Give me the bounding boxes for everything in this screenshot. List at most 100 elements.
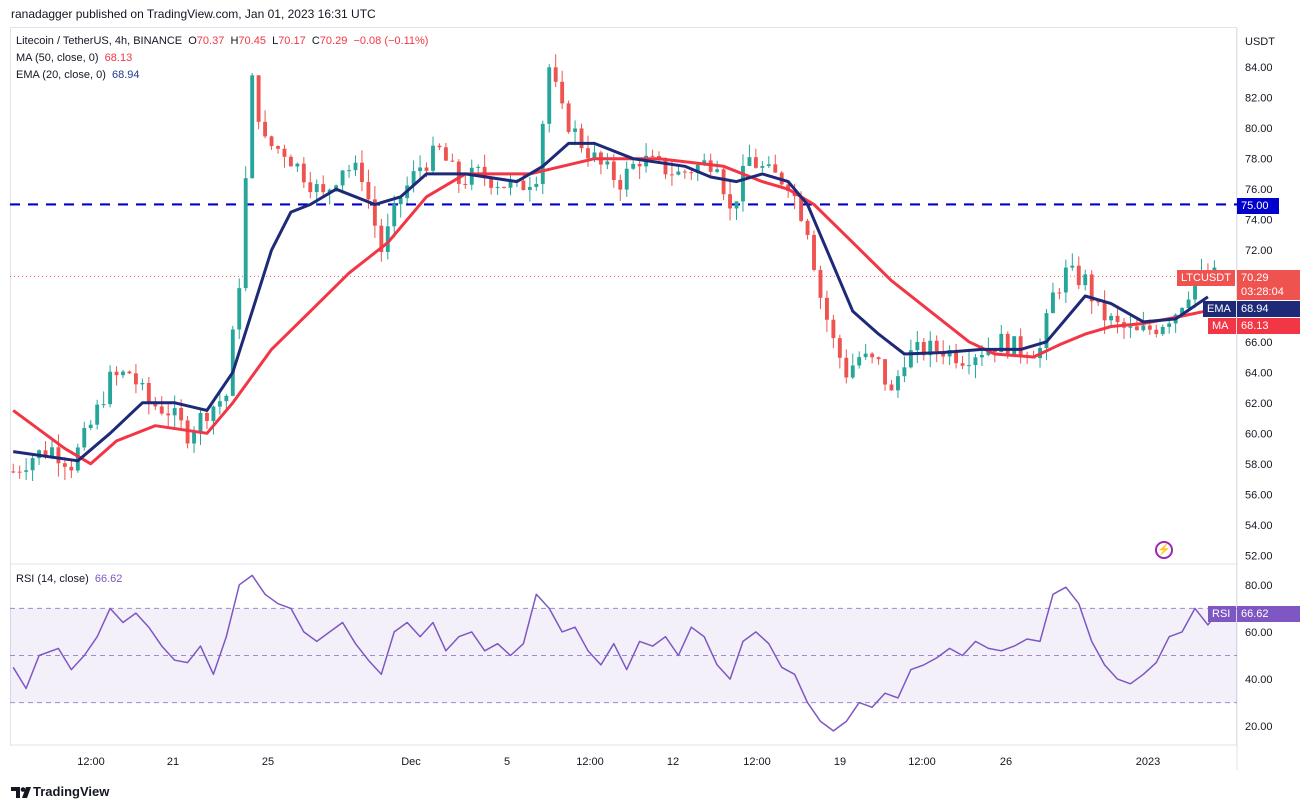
candle-body [547, 67, 552, 124]
candle-body [715, 169, 720, 172]
candle-body [999, 333, 1004, 353]
candle-body [773, 164, 778, 173]
price-tick-label: 80.00 [1245, 123, 1273, 135]
candle-body [1005, 333, 1010, 355]
price-tick-label: 76.00 [1245, 184, 1273, 196]
candle-body [463, 183, 468, 185]
publisher-line: ranadagger published on TradingView.com,… [11, 7, 376, 21]
price-axis-unit: USDT [1245, 36, 1275, 48]
ema-legend-value: 68.94 [112, 69, 140, 81]
candle-body [573, 128, 578, 132]
ma-legend[interactable]: MA (50, close, 0) 68.13 [16, 52, 132, 64]
time-tick-label: 26 [1000, 756, 1012, 768]
candle-body [121, 371, 125, 376]
rsi-tick-label: 80.00 [1245, 580, 1273, 592]
candle-body [153, 402, 158, 407]
time-tick-label: 12:00 [576, 756, 604, 768]
candle-body [263, 121, 268, 137]
candle-body [605, 161, 610, 165]
candle-body [812, 234, 816, 270]
time-tick-label: 2023 [1136, 756, 1160, 768]
rsi-tick-label: 60.00 [1245, 627, 1273, 639]
axis-ticks-group: USDT 52.00 54.00 56.00 58.00 60.00 62.00 64.00 6… [77, 36, 1275, 768]
candle-body [850, 365, 855, 378]
brand-name: TradingView [33, 784, 110, 799]
candle-body [1044, 313, 1049, 349]
candle-body [334, 185, 339, 190]
level-75-line-group [10, 203, 1237, 277]
price-tick-label: 62.00 [1245, 398, 1273, 410]
candle-body [973, 357, 978, 366]
candle-body [1018, 336, 1023, 356]
candle-body [392, 204, 397, 227]
candle-body [908, 350, 913, 368]
candle-body [553, 67, 558, 82]
candle-body [611, 161, 616, 180]
candle-body [437, 145, 442, 148]
candle-body [1063, 267, 1068, 293]
candle-body [1186, 299, 1191, 308]
candle-body [818, 269, 823, 298]
rsi-legend[interactable]: RSI (14, close) 66.62 [16, 573, 122, 585]
candle-body [876, 357, 881, 360]
candle-body [831, 319, 836, 339]
candle-body [237, 288, 242, 330]
candle-body [489, 178, 494, 188]
candle-body [508, 181, 513, 188]
candle-body [101, 404, 106, 406]
candle-body [676, 171, 681, 175]
candle-body [95, 404, 100, 425]
candle-body [1083, 274, 1088, 286]
candle-body [69, 466, 74, 471]
low-value: 70.17 [278, 35, 306, 47]
candle-body [799, 196, 804, 221]
candle-body [1051, 292, 1055, 314]
time-tick-label: 19 [834, 756, 846, 768]
candle-body [637, 163, 642, 167]
candle-body [1128, 326, 1133, 328]
candle-body [863, 353, 868, 358]
ema-tag-label: EMA [1203, 301, 1236, 317]
ma-legend-value: 68.13 [104, 52, 133, 64]
candle-body [217, 401, 222, 407]
candle-body [379, 225, 384, 253]
candle-body [366, 182, 371, 200]
candle-body [650, 155, 655, 157]
footer-brand[interactable]: TradingView [11, 784, 109, 799]
candle-body [1070, 265, 1075, 268]
candle-body [1115, 315, 1120, 323]
ma-tag-label: MA [1208, 318, 1236, 334]
ema-20-line [12, 141, 1209, 463]
candle-body [398, 198, 403, 205]
candle-body [327, 189, 332, 193]
candle-body [211, 406, 216, 421]
lightning-event-icon[interactable]: ⚡ [1155, 541, 1173, 559]
candle-body [250, 75, 255, 179]
candle-body [424, 167, 429, 171]
candle-body [534, 184, 539, 187]
candle-body [230, 329, 235, 396]
ma-legend-label: MA (50, close, 0) [16, 52, 99, 64]
price-tick-label: 66.00 [1245, 337, 1273, 349]
candle-body [385, 226, 390, 253]
candle-body [476, 166, 481, 168]
rsi-tick-label: 20.00 [1245, 721, 1273, 733]
time-tick-label: 12:00 [743, 756, 771, 768]
candle-body [805, 220, 810, 235]
rsi-tag-value: 66.62 [1237, 606, 1300, 622]
ema-legend[interactable]: EMA (20, close, 0) 68.94 [16, 69, 140, 81]
price-tick-label: 82.00 [1245, 93, 1273, 105]
candle-body [1147, 325, 1152, 330]
time-tick-label: 12 [667, 756, 679, 768]
price-tick-label: 58.00 [1245, 459, 1273, 471]
price-tick-label: 74.00 [1245, 215, 1273, 227]
candle-body [760, 166, 765, 168]
candle-body [308, 182, 313, 193]
time-tick-label: 5 [504, 756, 510, 768]
candle-body [450, 160, 455, 162]
tradingview-logo-icon [11, 786, 31, 798]
candle-body [753, 157, 758, 168]
candle-body [915, 341, 920, 351]
candle-body [624, 168, 629, 190]
